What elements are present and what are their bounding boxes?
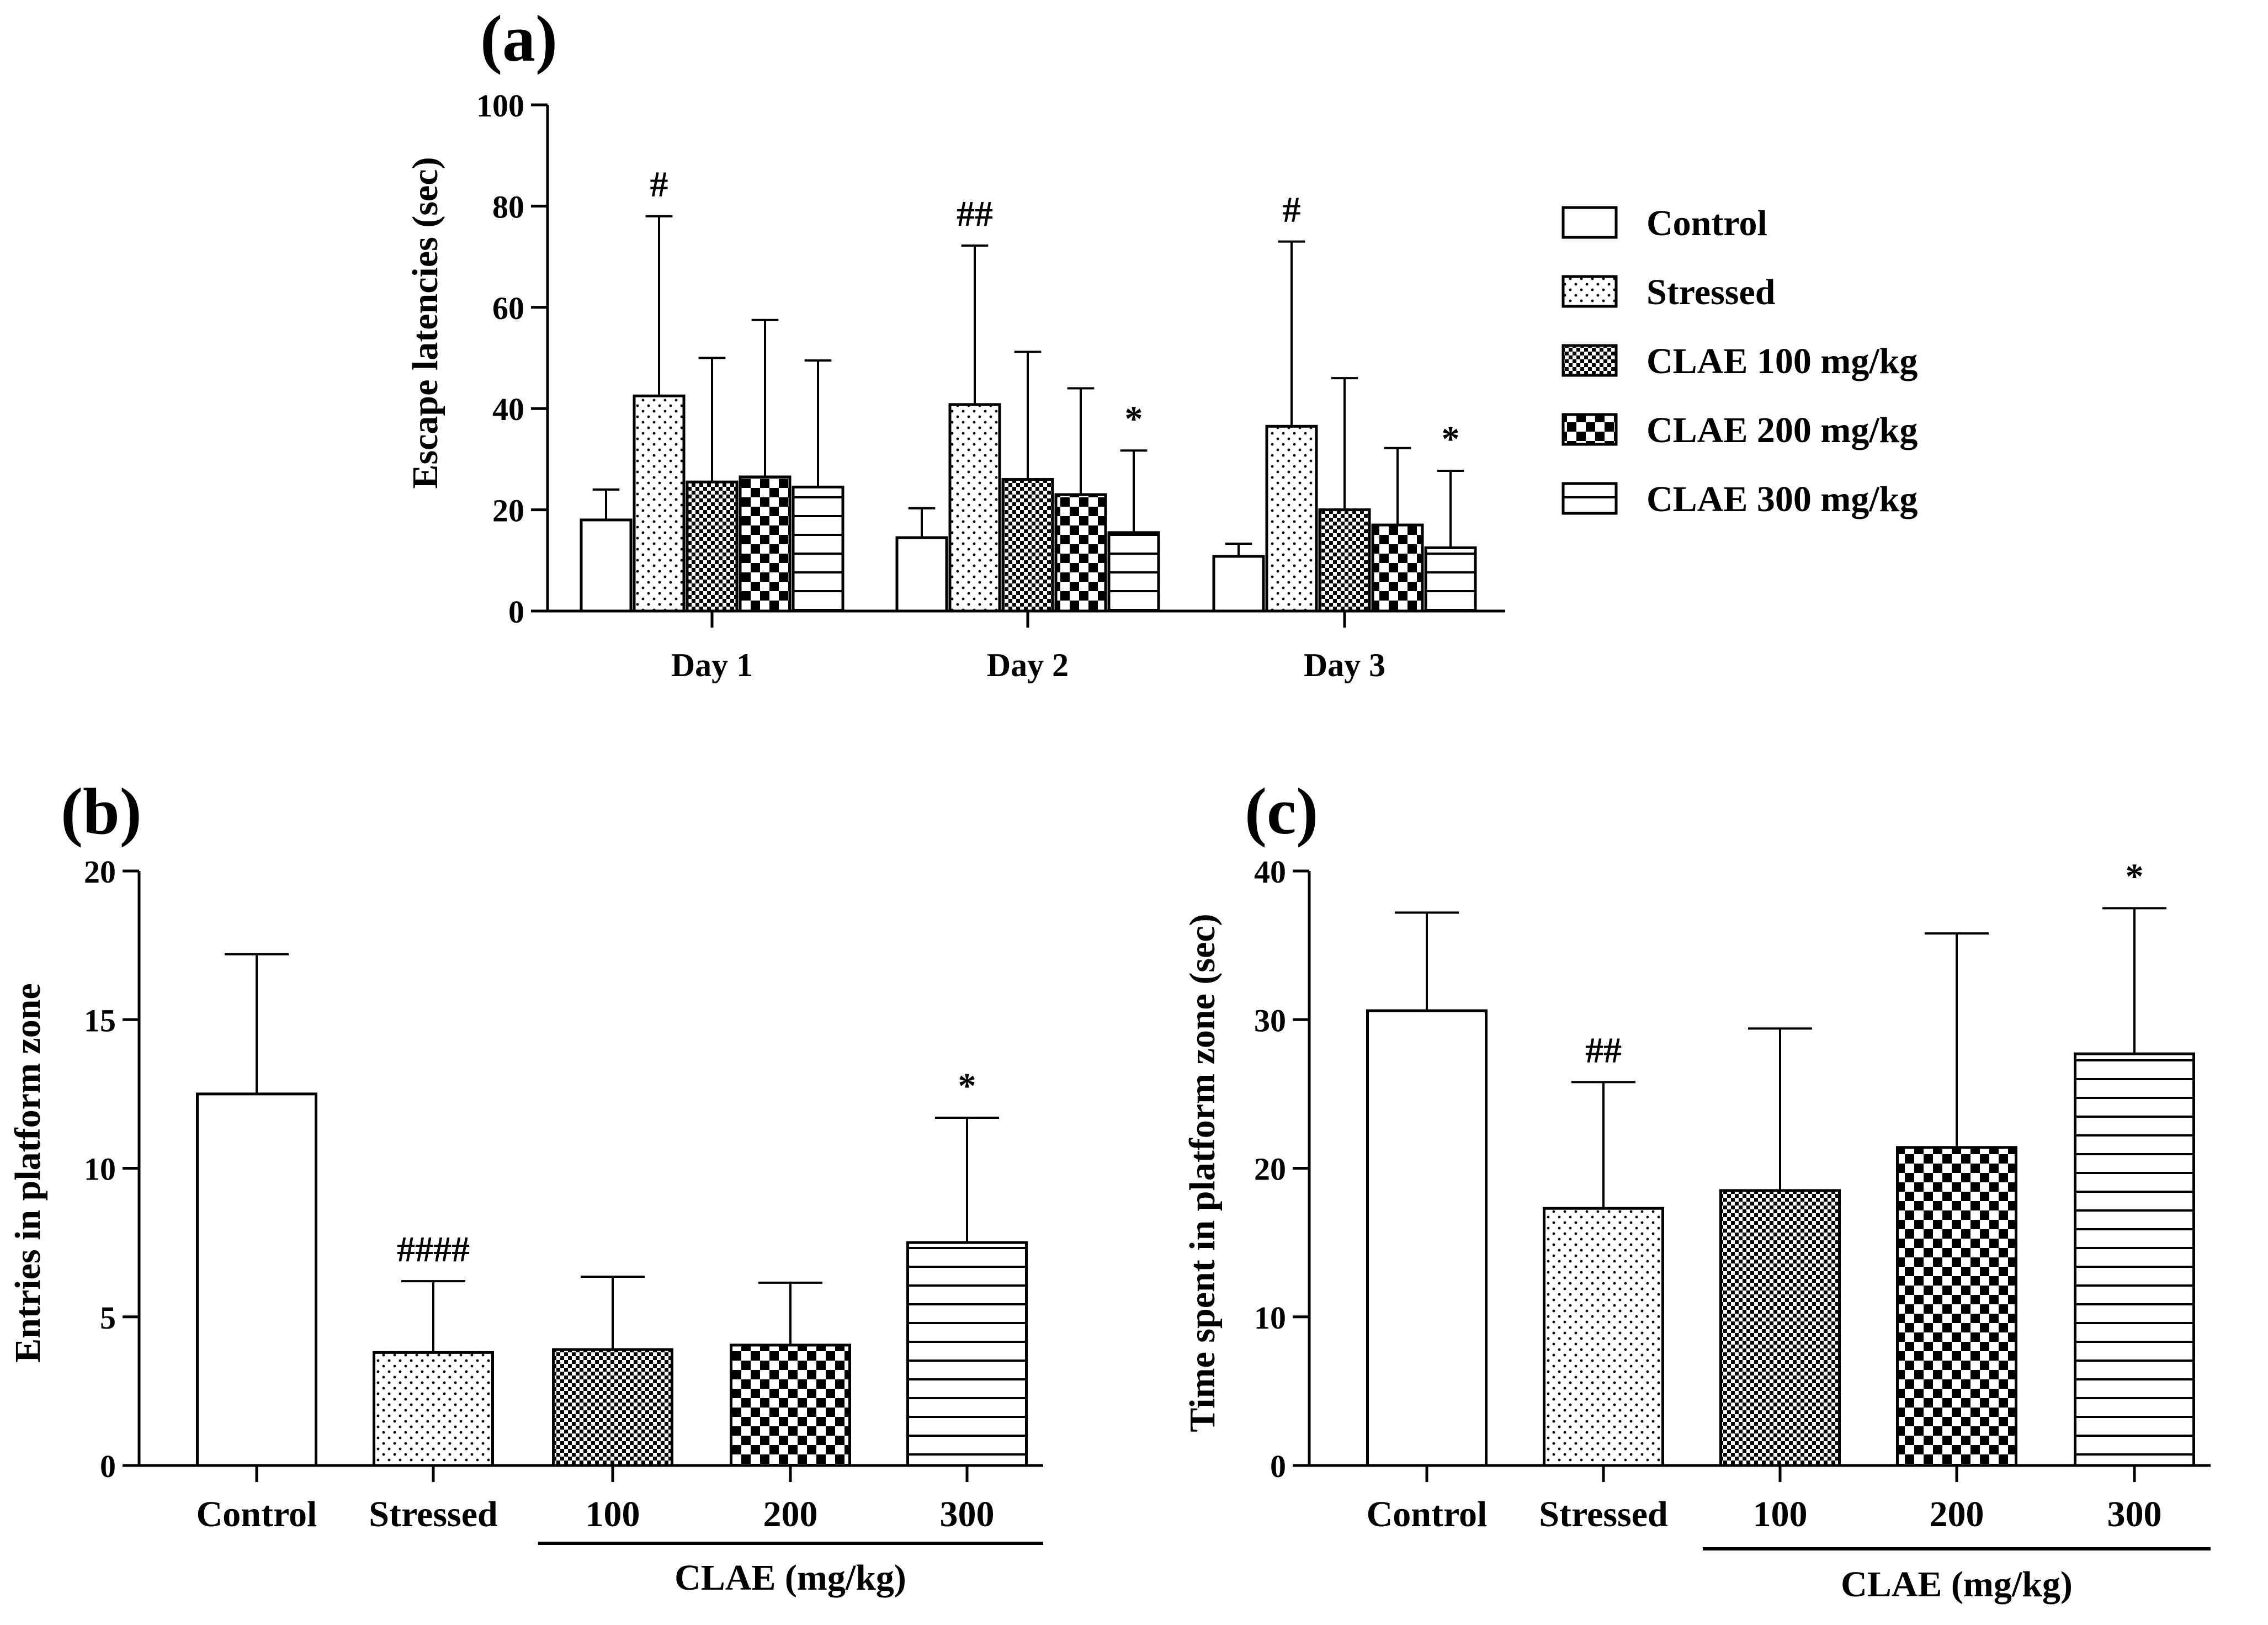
panel-b-x-tick-label: Control (196, 1494, 317, 1534)
panel-a-bar (686, 480, 739, 613)
panel-c-x-tick-label: Stressed (1539, 1494, 1667, 1534)
panel-b-x-tick-label: 200 (763, 1494, 818, 1534)
legend-label: Control (1646, 203, 1767, 243)
panel-b-label: (b) (61, 774, 142, 848)
panel-a-bar (1212, 555, 1265, 613)
panel-a-plot: 0 20 40 60 80 100 Day 1 # Day 2 ## * Day 3 # * (476, 88, 1505, 683)
panel-b-x-tick-label: 100 (586, 1494, 640, 1534)
panel-a-label: (a) (480, 2, 557, 75)
legend-swatch (1561, 413, 1618, 446)
legend-swatch (1561, 275, 1618, 308)
panel-a-y-tick-label: 0 (508, 594, 524, 630)
panel-a: (a) Escape latencies (sec) 0 20 40 60 80 100 D… (405, 2, 1918, 683)
panel-c-bar (2074, 1052, 2195, 1467)
panel-c-plot: 0 10 20 30 40 Control Stressed ## 100 200 300 * (1254, 854, 2211, 1534)
panel-c-y-tick-label: 20 (1254, 1151, 1286, 1187)
panel-a-x-tick-label: Day 2 (987, 647, 1069, 683)
panel-c-ylabel: Time spent in platform zone (sec) (1182, 914, 1223, 1432)
panel-c-bar (1543, 1207, 1664, 1467)
panel-a-significance-label: * (1125, 399, 1143, 439)
panel-c-y-tick-label: 0 (1270, 1448, 1286, 1484)
legend-swatch (1561, 344, 1618, 377)
panel-a-y-tick-label: 40 (492, 391, 524, 427)
panel-b-y-tick-label: 5 (100, 1300, 116, 1336)
panel-a-bar (792, 485, 844, 613)
panel-a-ylabel: Escape latencies (sec) (405, 157, 445, 488)
panel-b-x-tick-label: Stressed (369, 1494, 497, 1534)
panel-c-x-tick-label: 200 (1930, 1494, 1984, 1534)
panel-a-bar (1265, 424, 1318, 613)
panel-c-y-tick-label: 30 (1254, 1002, 1286, 1038)
panel-b-y-tick-label: 20 (84, 854, 116, 890)
panel-a-y-tick-label: 20 (492, 493, 524, 529)
panel-a-bar (1318, 508, 1371, 613)
panel-b-y-tick-label: 15 (84, 1002, 116, 1038)
panel-a-bar (739, 475, 792, 613)
panel-b: (b) Entries in platform zone 0 5 10 15 20 Con… (8, 774, 1043, 1598)
panel-b-bar (906, 1241, 1028, 1467)
panel-a-bar (633, 394, 686, 613)
legend-swatch (1561, 482, 1618, 515)
panel-a-bar (948, 403, 1001, 613)
panel-a-bar (580, 518, 633, 613)
panel-a-y-tick-label: 100 (476, 88, 524, 124)
panel-b-bar (196, 1092, 317, 1467)
panel-c: (c) Time spent in platform zone (sec) 0 1… (1182, 774, 2211, 1605)
panel-a-x-tick-label: Day 3 (1304, 647, 1385, 683)
panel-b-plot: 0 5 10 15 20 Control Stressed #### 100 200 300 * (84, 854, 1043, 1534)
panel-b-y-tick-label: 0 (100, 1448, 116, 1484)
panel-a-bar (1424, 546, 1477, 613)
panel-b-group-label: CLAE (mg/kg) (674, 1558, 906, 1598)
panel-c-group-label: CLAE (mg/kg) (1841, 1564, 2073, 1605)
panel-c-bar (1896, 1146, 2017, 1467)
legend-label: CLAE 200 mg/kg (1646, 410, 1918, 450)
panel-c-bar (1719, 1189, 1841, 1467)
panel-c-y-tick-label: 10 (1254, 1300, 1286, 1336)
panel-c-bar (1366, 1009, 1488, 1467)
panel-b-y-tick-label: 10 (84, 1151, 116, 1187)
panel-a-bar (1001, 478, 1054, 613)
panel-a-bar (1054, 493, 1107, 613)
panel-a-significance-label: # (650, 164, 668, 205)
panel-b-significance-label: * (958, 1066, 976, 1106)
panel-b-bar (373, 1351, 494, 1467)
panel-a-bar (1371, 523, 1424, 613)
panel-a-y-tick-label: 80 (492, 189, 524, 225)
panel-a-significance-label: ## (957, 194, 993, 234)
panel-a-significance-label: # (1283, 190, 1301, 230)
panel-b-significance-label: #### (397, 1229, 470, 1270)
legend-label: CLAE 300 mg/kg (1646, 479, 1918, 519)
panel-a-y-tick-label: 60 (492, 290, 524, 326)
legend-swatch (1561, 206, 1618, 239)
panel-c-x-tick-label: Control (1367, 1494, 1488, 1534)
panel-a-significance-label: * (1442, 419, 1460, 459)
panel-b-bar (730, 1343, 851, 1467)
legend-label: Stressed (1646, 272, 1775, 312)
legend: Control Stressed CLAE 100 mg/kg CLAE 200 mg… (1561, 203, 1918, 519)
legend-label: CLAE 100 mg/kg (1646, 341, 1918, 381)
panel-b-ylabel: Entries in platform zone (8, 983, 48, 1362)
panel-c-x-tick-label: 300 (2107, 1494, 2162, 1534)
panel-a-x-tick-label: Day 1 (671, 647, 753, 683)
panel-c-x-tick-label: 100 (1753, 1494, 1808, 1534)
panel-b-bar (552, 1348, 673, 1467)
panel-c-significance-label: ## (1585, 1030, 1622, 1070)
panel-a-bar (1107, 531, 1160, 613)
panel-c-significance-label: * (2126, 856, 2144, 896)
panel-c-y-tick-label: 40 (1254, 854, 1286, 890)
panel-a-bar (895, 536, 948, 613)
panel-c-label: (c) (1245, 774, 1318, 848)
panel-b-x-tick-label: 300 (940, 1494, 995, 1534)
